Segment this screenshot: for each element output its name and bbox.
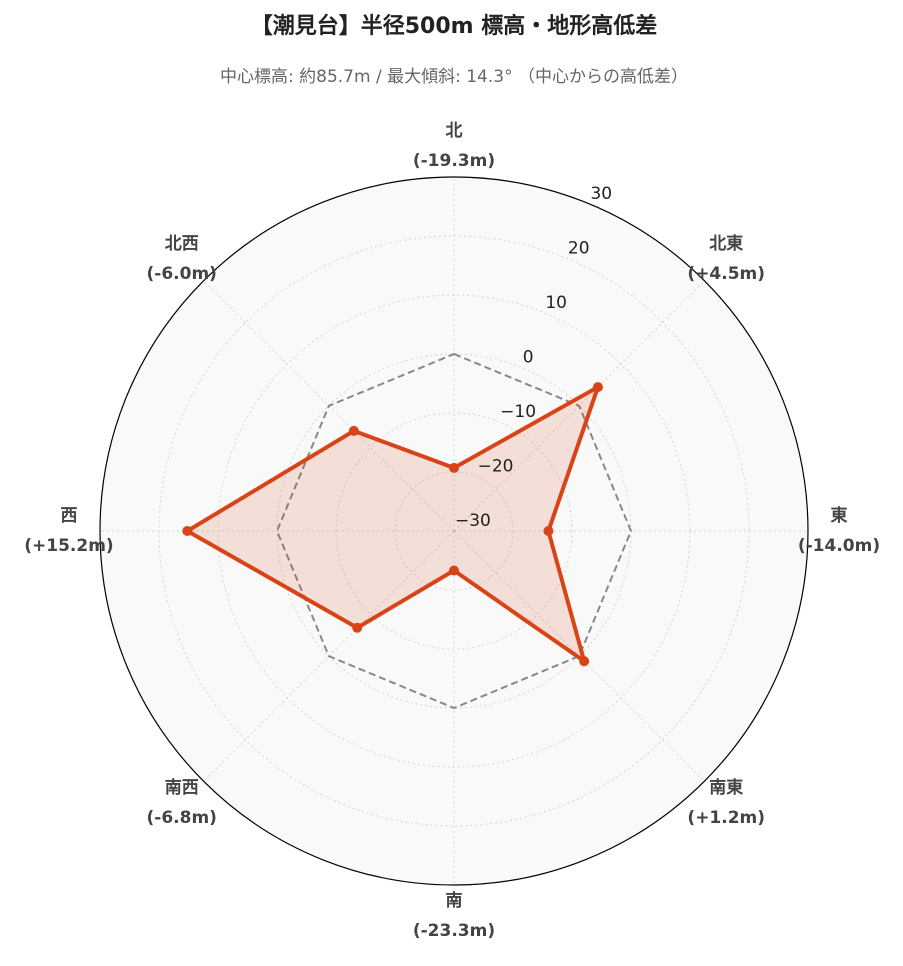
- grid-circle: [394, 471, 514, 591]
- category-label: 南東: [709, 777, 743, 798]
- grid-circle: [335, 412, 573, 650]
- data-point: [348, 425, 359, 436]
- category-label: 南: [446, 890, 463, 911]
- chart-title: 【潮見台】半径500m 標高・地形高低差: [251, 13, 658, 39]
- r-tick-label: −10: [500, 402, 536, 422]
- r-tick-label: 0: [523, 347, 534, 367]
- r-tick-label: 10: [545, 293, 567, 313]
- value-label: (-23.3m): [413, 921, 495, 941]
- r-tick-label: −20: [478, 456, 514, 476]
- chart-subtitle: 中心標高: 約85.7m / 最大傾斜: 14.3° （中心からの高低差）: [220, 67, 688, 87]
- r-tick-label: 30: [590, 184, 612, 204]
- data-point: [592, 382, 603, 393]
- plot-area: −30 −20 −10 0 10 20 30 北 (-19.3m) 北東 (+4.5m) 東 (-14.…: [24, 121, 880, 941]
- data-point: [543, 526, 554, 536]
- data-point: [449, 462, 459, 473]
- data-point: [579, 656, 590, 667]
- value-label: (+15.2m): [24, 536, 113, 556]
- data-point: [449, 565, 459, 576]
- data-point: [352, 622, 363, 633]
- category-label: 西: [61, 506, 78, 526]
- r-tick-label: 20: [568, 238, 590, 258]
- value-label: (-6.8m): [147, 808, 217, 828]
- category-label: 南西: [165, 777, 199, 798]
- value-label: (-6.0m): [147, 264, 217, 284]
- category-label: 北: [446, 121, 463, 141]
- data-point: [182, 526, 193, 536]
- reference-line: [275, 352, 633, 710]
- value-label: (-19.3m): [413, 151, 495, 171]
- value-label: (+4.5m): [687, 264, 765, 284]
- value-label: (-14.0m): [798, 536, 880, 556]
- category-label: 東: [831, 505, 848, 526]
- category-label: 北東: [709, 233, 743, 254]
- value-label: (+1.2m): [687, 808, 765, 828]
- outer-circle: [99, 176, 809, 886]
- r-tick-label: −30: [455, 511, 491, 531]
- category-label: 北西: [165, 234, 199, 254]
